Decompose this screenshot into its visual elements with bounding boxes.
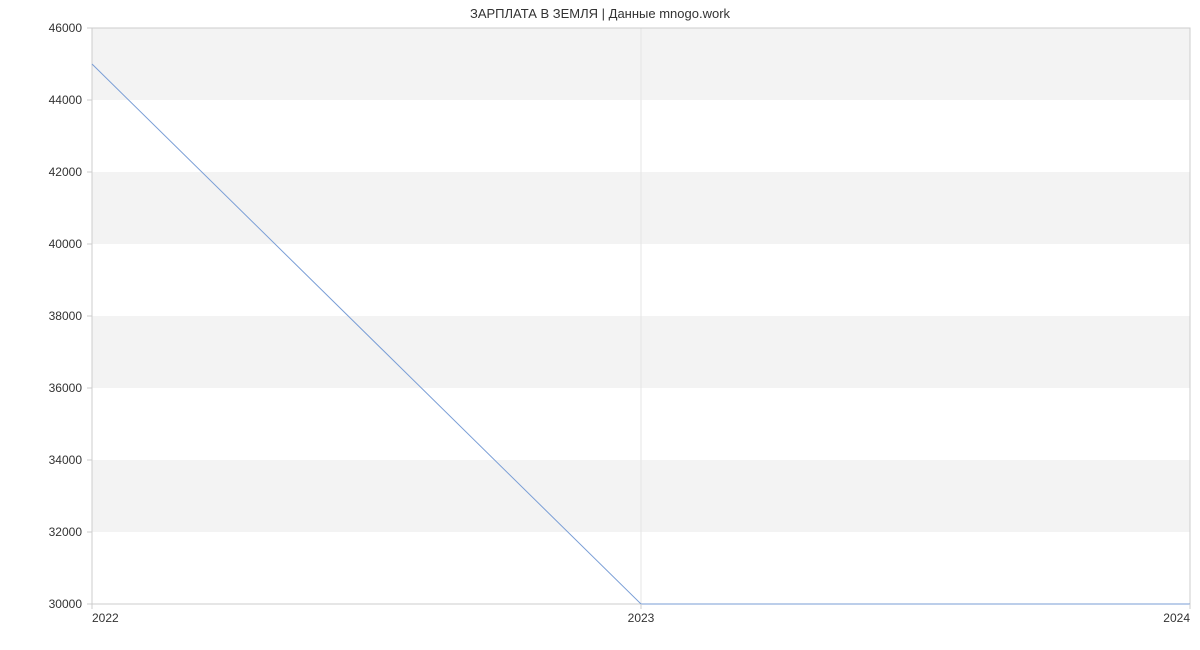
y-tick-label: 46000 bbox=[49, 21, 83, 35]
x-tick-label: 2022 bbox=[92, 611, 119, 625]
y-tick-label: 38000 bbox=[49, 309, 83, 323]
x-tick-label: 2024 bbox=[1163, 611, 1190, 625]
y-tick-label: 32000 bbox=[49, 525, 83, 539]
y-tick-label: 36000 bbox=[49, 381, 83, 395]
y-tick-label: 42000 bbox=[49, 165, 83, 179]
y-tick-label: 40000 bbox=[49, 237, 83, 251]
x-tick-label: 2023 bbox=[628, 611, 655, 625]
y-tick-label: 44000 bbox=[49, 93, 83, 107]
chart-svg: 30000 32000 34000 36000 38000 40000 42000 44000… bbox=[0, 0, 1200, 650]
y-tick-label: 34000 bbox=[49, 453, 83, 467]
chart-title: ЗАРПЛАТА В ЗЕМЛЯ | Данные mnogo.work bbox=[0, 6, 1200, 21]
salary-line-chart: ЗАРПЛАТА В ЗЕМЛЯ | Данные mnogo.work 300… bbox=[0, 0, 1200, 650]
y-tick-label: 30000 bbox=[49, 597, 83, 611]
